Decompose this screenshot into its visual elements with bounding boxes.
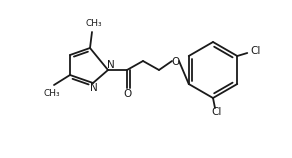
Text: O: O <box>124 89 132 99</box>
Text: O: O <box>172 57 180 67</box>
Text: Cl: Cl <box>212 107 222 117</box>
Text: Cl: Cl <box>250 46 260 56</box>
Text: N: N <box>107 60 115 70</box>
Text: CH₃: CH₃ <box>86 19 102 28</box>
Text: CH₃: CH₃ <box>44 88 60 97</box>
Text: N: N <box>90 83 98 93</box>
